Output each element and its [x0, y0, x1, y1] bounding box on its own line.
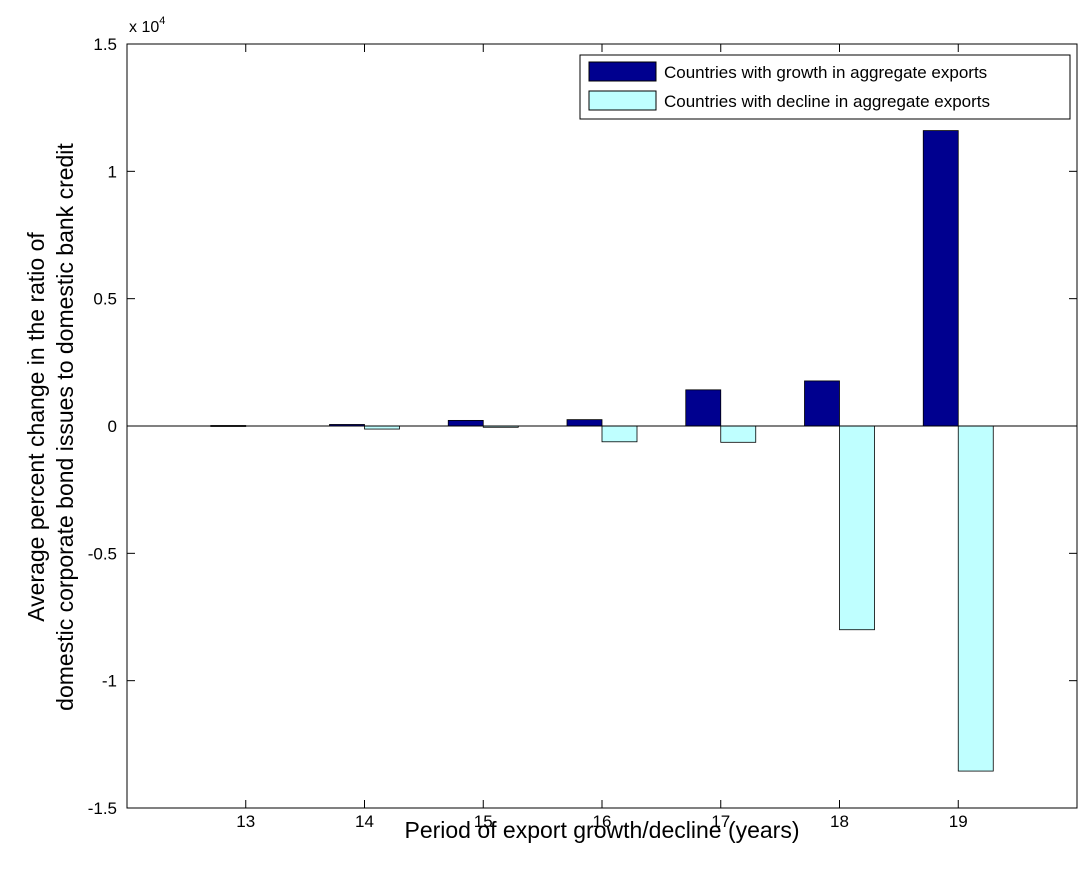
y-tick-label: 0.5	[93, 290, 117, 309]
bar-series1-19	[922, 130, 959, 427]
x-tick-label: 16	[593, 812, 612, 831]
y-multiplier-label: x 104	[129, 15, 165, 36]
x-axis-label: Period of export growth/decline (years)	[404, 817, 799, 843]
bar-series1-18	[804, 380, 840, 427]
y-tick-label: 0	[108, 417, 117, 436]
y-axis: 1.5 1 0.5 0 -0.5 -1 -1.5	[88, 35, 1077, 818]
y-tick-label: 1.5	[93, 35, 117, 54]
bar-series2-19	[957, 425, 994, 772]
legend-box	[579, 54, 1071, 120]
bar-series1-17	[685, 389, 722, 427]
bar-series2-17	[720, 425, 757, 443]
y-tick-label: 1	[108, 162, 117, 181]
legend-swatch-decline	[588, 90, 657, 111]
legend: Countries with growth in aggregate expor…	[579, 54, 1071, 120]
bar-series1-16	[566, 419, 603, 427]
y-axis-label-line-2: domestic corporate bond issues to domest…	[52, 143, 78, 711]
x-tick-label: 18	[830, 812, 849, 831]
y-axis-label-line-1: Average percent change in the ratio of	[23, 232, 49, 622]
x-tick-label: 19	[949, 812, 968, 831]
legend-label-decline: Countries with decline in aggregate expo…	[664, 92, 990, 111]
y-multiplier-base: x 10	[129, 19, 159, 36]
bar-series1-15	[447, 419, 484, 427]
legend-swatch-growth	[588, 61, 657, 82]
x-tick-label: 15	[474, 812, 493, 831]
x-tick-label: 17	[711, 812, 730, 831]
x-axis: 13 14 15 16 17 18 19	[236, 44, 968, 831]
x-tick-label: 13	[236, 812, 255, 831]
y-axis-label: Average percent change in the ratio of d…	[23, 143, 78, 711]
bar-series2-18	[839, 425, 875, 631]
y-tick-label: -0.5	[88, 544, 117, 563]
bars-layer	[210, 130, 994, 772]
y-tick-label: -1.5	[88, 799, 117, 818]
y-multiplier-exponent: 4	[159, 15, 165, 27]
legend-label-growth: Countries with growth in aggregate expor…	[664, 63, 987, 82]
x-tick-label: 14	[355, 812, 374, 831]
y-tick-label: -1	[102, 672, 117, 691]
bar-series2-16	[601, 425, 638, 443]
